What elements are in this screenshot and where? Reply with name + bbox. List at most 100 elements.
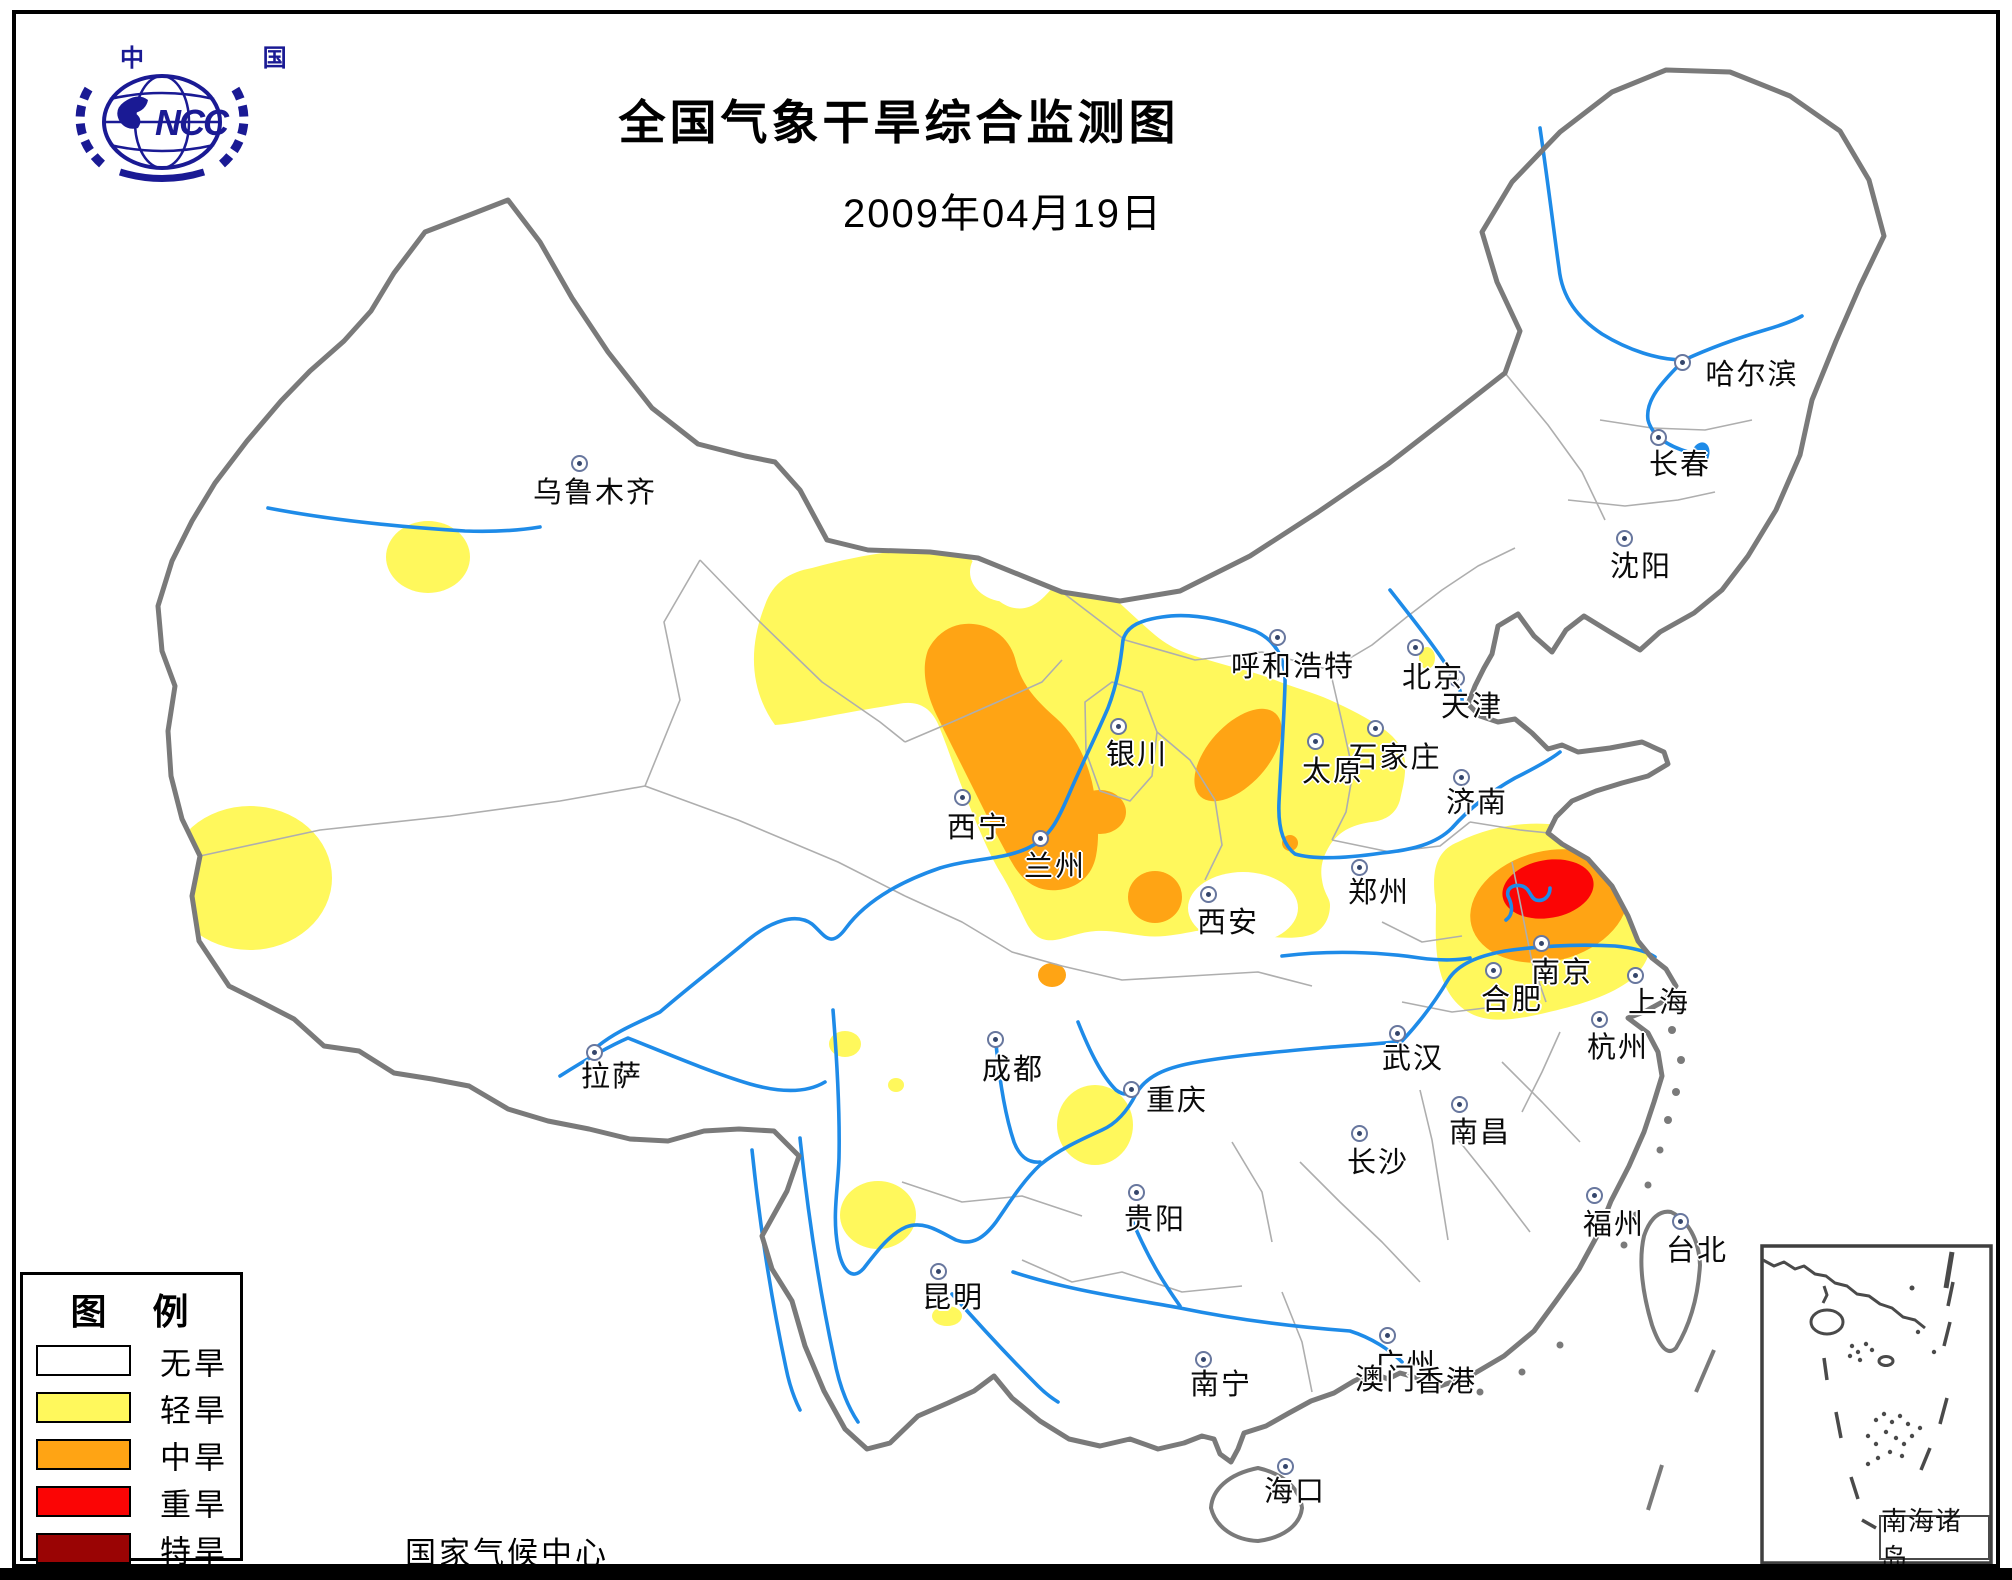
city-label-济南: 济南 <box>1445 787 1509 819</box>
mekong-river <box>798 1136 860 1424</box>
salween-river <box>750 1148 802 1412</box>
city-marker-北京 <box>1406 638 1424 656</box>
city-marker-南昌 <box>1450 1095 1468 1113</box>
legend-swatch <box>36 1533 131 1564</box>
city-label-南宁: 南宁 <box>1189 1369 1253 1401</box>
city-marker-合肥 <box>1484 961 1502 979</box>
inset-hainan <box>1809 1308 1845 1336</box>
city-label-南昌: 南昌 <box>1448 1117 1512 1149</box>
city-label-兰州: 兰州 <box>1023 851 1087 883</box>
min-river <box>994 1042 1042 1164</box>
city-label-澳门: 澳门 <box>1354 1364 1418 1396</box>
city-marker-长春 <box>1649 428 1667 446</box>
city-label-南京: 南京 <box>1530 957 1594 989</box>
city-label-拉萨: 拉萨 <box>580 1061 644 1093</box>
moderate-drought-dot-shanxi <box>1282 835 1298 851</box>
legend-row: 特旱 <box>23 1525 240 1572</box>
city-label-长沙: 长沙 <box>1346 1147 1410 1179</box>
rivers <box>266 126 1804 1424</box>
city-marker-西宁 <box>953 788 971 806</box>
city-marker-成都 <box>986 1030 1004 1048</box>
legend-row: 中旱 <box>23 1431 240 1478</box>
huai-river <box>1280 950 1472 962</box>
pearl-river <box>1011 1270 1404 1364</box>
city-marker-福州 <box>1585 1186 1603 1204</box>
legend-row: 无旱 <box>23 1337 240 1384</box>
legend-label: 中旱 <box>160 1440 228 1475</box>
city-marker-哈尔滨 <box>1673 353 1691 371</box>
legend-box: 图 例 无旱 轻旱中旱重旱特旱 <box>20 1272 243 1569</box>
light-drought-sichuan-2 <box>888 1078 904 1092</box>
taiwan-island <box>1639 1209 1702 1353</box>
city-marker-台北 <box>1671 1212 1689 1230</box>
tarim-river <box>266 506 542 534</box>
city-marker-武汉 <box>1388 1024 1406 1042</box>
city-label-福州: 福州 <box>1582 1209 1646 1241</box>
city-label-武汉: 武汉 <box>1381 1043 1445 1075</box>
city-marker-拉萨 <box>585 1043 603 1061</box>
city-marker-沈阳 <box>1615 529 1633 547</box>
country-border <box>155 67 1887 1465</box>
city-marker-海口 <box>1276 1457 1294 1475</box>
legend-label: 特旱 <box>160 1534 228 1569</box>
city-marker-济南 <box>1452 768 1470 786</box>
light-drought-chuanxi <box>840 1181 916 1249</box>
moderate-drought-west-of-taiyuan <box>1074 790 1126 834</box>
city-label-贵阳: 贵阳 <box>1123 1204 1187 1236</box>
logo-country-text: 中 国 <box>120 45 343 72</box>
city-marker-郑州 <box>1350 858 1368 876</box>
hai-river <box>1388 588 1464 706</box>
songhua-lake <box>1690 442 1710 468</box>
inset-leizhou <box>1821 1285 1829 1304</box>
legend-row: 重旱 <box>23 1478 240 1525</box>
red-river <box>950 1292 1060 1404</box>
severe-drought-north-jiangsu <box>1502 859 1594 919</box>
inset-taiwan <box>1943 1251 1955 1289</box>
moderate-drought-shaanxi <box>1128 871 1182 923</box>
city-label-上海: 上海 <box>1627 987 1691 1019</box>
inset-coastline <box>1762 1258 1926 1330</box>
yangtze-river <box>831 943 1657 1276</box>
ncc-logo: NCC 中 国 <box>75 45 343 182</box>
legend-row: 轻旱 <box>23 1384 240 1431</box>
city-label-西安: 西安 <box>1196 907 1260 939</box>
city-label-北京: 北京 <box>1401 662 1465 694</box>
light-drought-xinjiang <box>386 521 470 593</box>
coastal-islets <box>1476 1026 1716 1511</box>
songhua-river <box>1538 126 1804 362</box>
light-drought-beijing <box>1419 647 1435 669</box>
city-label-太原: 太原 <box>1301 756 1365 788</box>
city-marker-呼和浩特 <box>1268 628 1286 646</box>
bottom-bar <box>0 1568 2012 1580</box>
city-label-广州: 广州 <box>1374 1349 1438 1381</box>
city-marker-贵阳 <box>1127 1183 1145 1201</box>
province-borders <box>199 372 1753 1393</box>
map-title: 全国气象干旱综合监测图 <box>618 96 1180 149</box>
legend-swatch <box>36 1486 131 1517</box>
city-marker-乌鲁木齐 <box>570 454 588 472</box>
hongze-lake-wiggle <box>1504 883 1552 922</box>
city-label-呼和浩特: 呼和浩特 <box>1230 651 1356 683</box>
city-label-天津: 天津 <box>1440 691 1504 723</box>
south-china-sea-inset <box>1760 1244 1993 1565</box>
city-label-郑州: 郑州 <box>1347 877 1411 909</box>
inset-label: 南海诸岛 <box>1879 1507 1990 1573</box>
city-marker-长沙 <box>1350 1124 1368 1142</box>
city-marker-石家庄 <box>1366 719 1384 737</box>
hainan-island <box>1209 1466 1304 1543</box>
map-date: 2009年04月19日 <box>843 192 1163 236</box>
legend-label: 重旱 <box>160 1487 228 1522</box>
city-marker-银川 <box>1109 717 1127 735</box>
second-songhua <box>1645 358 1690 454</box>
legend-swatch <box>36 1345 131 1376</box>
city-label-成都: 成都 <box>981 1054 1045 1086</box>
city-label-沈阳: 沈阳 <box>1609 551 1673 583</box>
inset-dash-line <box>1822 1281 1955 1530</box>
legend-title: 图 例 <box>70 1291 207 1332</box>
city-label-昆明: 昆明 <box>921 1282 985 1314</box>
city-marker-重庆 <box>1122 1080 1140 1098</box>
city-marker-上海 <box>1626 966 1644 984</box>
logo-acronym: NCC <box>155 102 230 143</box>
moderate-drought-yinchuan <box>1194 708 1282 802</box>
